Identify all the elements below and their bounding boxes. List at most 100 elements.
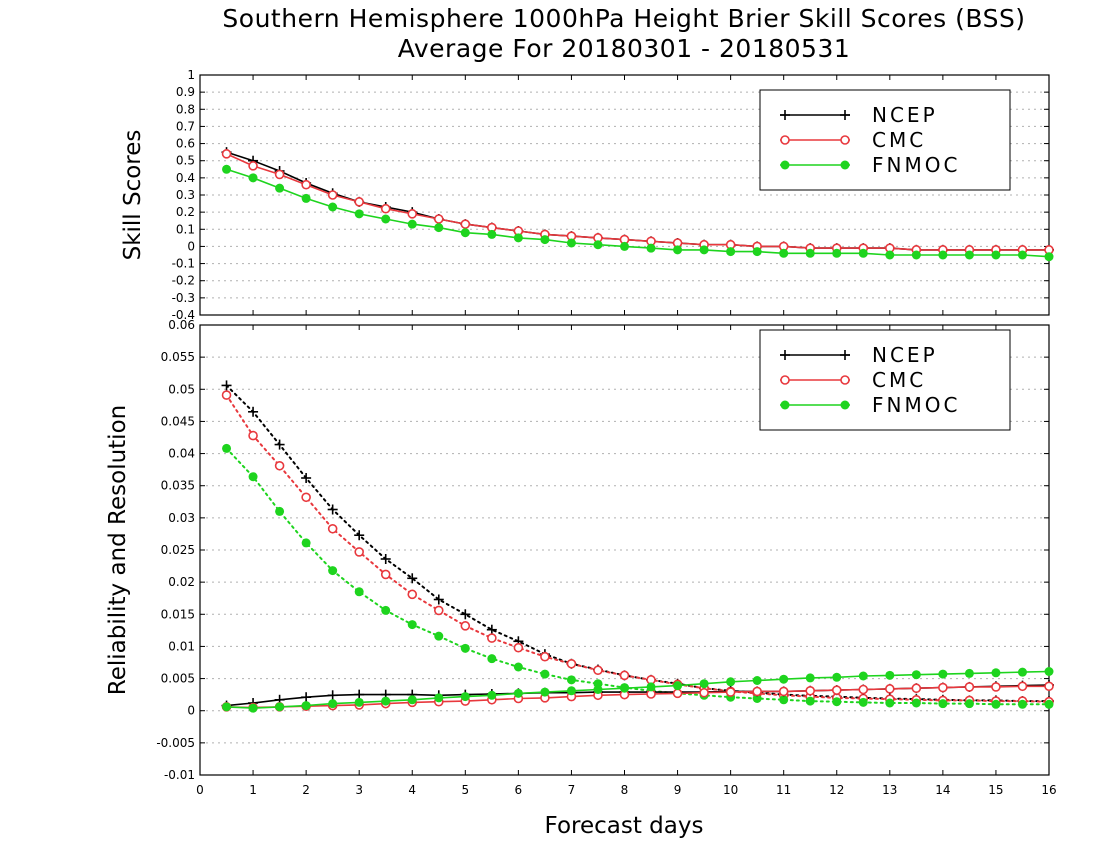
legend-marker <box>780 160 790 170</box>
data-point <box>725 687 736 697</box>
data-point <box>1044 667 1054 676</box>
data-point <box>885 684 895 694</box>
data-point <box>805 696 815 706</box>
data-point <box>513 662 523 672</box>
data-point <box>274 439 285 450</box>
plot-frame <box>199 74 1050 316</box>
x-tick-label: 6 <box>515 783 523 797</box>
data-point <box>381 605 391 615</box>
legend-marker <box>780 375 790 385</box>
data-point <box>460 219 471 229</box>
data-point <box>619 670 630 681</box>
data-point <box>1044 681 1054 692</box>
data-point <box>832 248 842 258</box>
data-point <box>460 228 470 238</box>
data-point <box>620 683 629 693</box>
y-tick-label: 0.035 <box>161 479 195 493</box>
data-point <box>699 679 709 689</box>
x-tick-label: 4 <box>408 783 416 797</box>
data-point <box>407 695 417 705</box>
y-tick-label: 0.045 <box>161 414 195 428</box>
y-tick-label: 0.5 <box>176 154 195 168</box>
x-tick-label: 7 <box>568 783 576 797</box>
data-point <box>991 250 1001 260</box>
data-point <box>1017 699 1027 709</box>
data-point <box>752 686 762 697</box>
x-tick-label: 15 <box>988 783 1003 797</box>
data-point <box>221 380 232 391</box>
data-point <box>274 460 285 471</box>
data-point <box>991 699 1001 709</box>
data-point <box>380 569 391 580</box>
data-point <box>486 624 497 635</box>
data-point <box>487 690 497 700</box>
data-point <box>620 241 629 251</box>
x-tick-label: 1 <box>249 783 257 797</box>
y-tick-label: 0.015 <box>161 607 195 621</box>
legend-marker <box>840 375 850 385</box>
data-point <box>726 247 736 257</box>
skill-score-panel: -0.4 -0.3 -0.2 -0.1 0 0.1 0.2 0.3 0.4 0.5 0.6 0.7 0.… <box>120 68 1054 322</box>
legend-marker <box>840 350 850 360</box>
data-point <box>221 390 232 400</box>
data-point <box>991 682 1001 692</box>
data-point <box>699 687 709 698</box>
data-point <box>328 566 338 576</box>
legend-marker <box>780 135 790 145</box>
data-point <box>354 697 364 707</box>
legend-label: NCEP <box>872 343 938 367</box>
data-point <box>460 609 471 620</box>
data-point <box>964 699 974 709</box>
y-tick-label: 0 <box>187 239 195 253</box>
data-point <box>566 675 576 685</box>
legend-label: CMC <box>872 128 926 152</box>
series-fnmoc-resolution <box>222 443 1054 709</box>
data-point <box>433 605 444 616</box>
data-point <box>354 547 364 557</box>
data-point <box>248 161 258 171</box>
data-point <box>354 209 364 219</box>
y-tick-label: 0.025 <box>161 543 195 557</box>
y-tick-label: 0.02 <box>168 575 195 589</box>
data-point <box>831 685 842 695</box>
data-point <box>938 669 948 679</box>
data-point <box>540 669 550 679</box>
data-point <box>672 688 683 699</box>
data-point <box>805 673 815 683</box>
data-point <box>248 406 259 417</box>
x-tick-label: 3 <box>355 783 363 797</box>
data-point <box>1044 699 1054 709</box>
data-point <box>513 233 523 243</box>
x-tick-label: 11 <box>776 783 791 797</box>
legend-label: CMC <box>872 368 926 392</box>
y-tick-label: 0.04 <box>168 447 195 461</box>
data-point <box>434 631 444 641</box>
legend-label: FNMOC <box>872 393 960 417</box>
x-tick-label: 0 <box>196 783 204 797</box>
data-point <box>964 250 974 260</box>
data-point <box>275 702 285 712</box>
legend-item-ncep: NCEP <box>780 103 935 127</box>
y-axis-label: Reliability and Resolution <box>105 405 131 695</box>
series-fnmoc-reliability <box>222 667 1054 713</box>
data-point <box>221 149 232 159</box>
legend-item-ncep: NCEP <box>780 343 938 367</box>
data-point <box>301 473 312 483</box>
legend-item-cmc: CMC <box>780 128 926 152</box>
y-tick-label: 0.055 <box>161 350 195 364</box>
data-point <box>380 203 391 214</box>
data-point <box>646 243 656 253</box>
plot-frame <box>199 324 1050 776</box>
y-tick-label: 0.6 <box>176 137 195 151</box>
series-cmc-reliability <box>221 681 1054 713</box>
series-line <box>225 394 1050 703</box>
y-tick-label: 0 <box>187 704 195 718</box>
data-point <box>275 506 285 516</box>
data-point <box>222 164 232 174</box>
data-point <box>593 240 603 250</box>
data-point <box>673 245 683 255</box>
data-point <box>222 443 232 453</box>
data-point <box>779 695 789 705</box>
data-point <box>275 183 285 193</box>
